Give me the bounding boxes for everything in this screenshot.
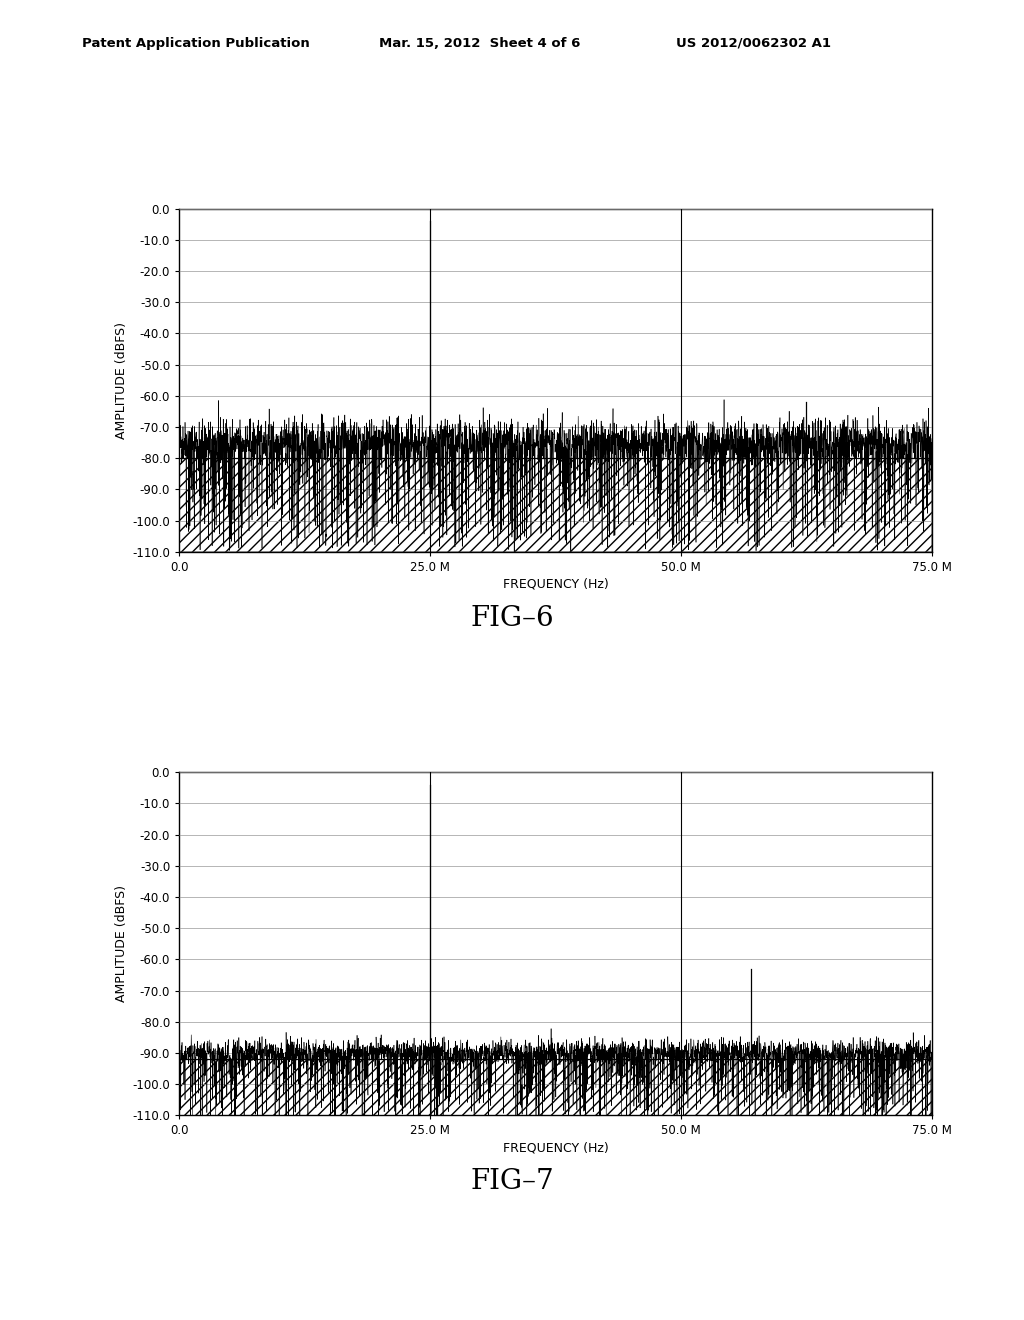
Text: Mar. 15, 2012  Sheet 4 of 6: Mar. 15, 2012 Sheet 4 of 6 xyxy=(379,37,581,50)
Text: Patent Application Publication: Patent Application Publication xyxy=(82,37,309,50)
X-axis label: FREQUENCY (Hz): FREQUENCY (Hz) xyxy=(503,578,608,591)
Y-axis label: AMPLITUDE (dBFS): AMPLITUDE (dBFS) xyxy=(115,322,128,438)
Text: FIG–7: FIG–7 xyxy=(470,1168,554,1195)
X-axis label: FREQUENCY (Hz): FREQUENCY (Hz) xyxy=(503,1142,608,1155)
Text: FIG–6: FIG–6 xyxy=(470,605,554,631)
Y-axis label: AMPLITUDE (dBFS): AMPLITUDE (dBFS) xyxy=(115,886,128,1002)
Text: US 2012/0062302 A1: US 2012/0062302 A1 xyxy=(676,37,830,50)
